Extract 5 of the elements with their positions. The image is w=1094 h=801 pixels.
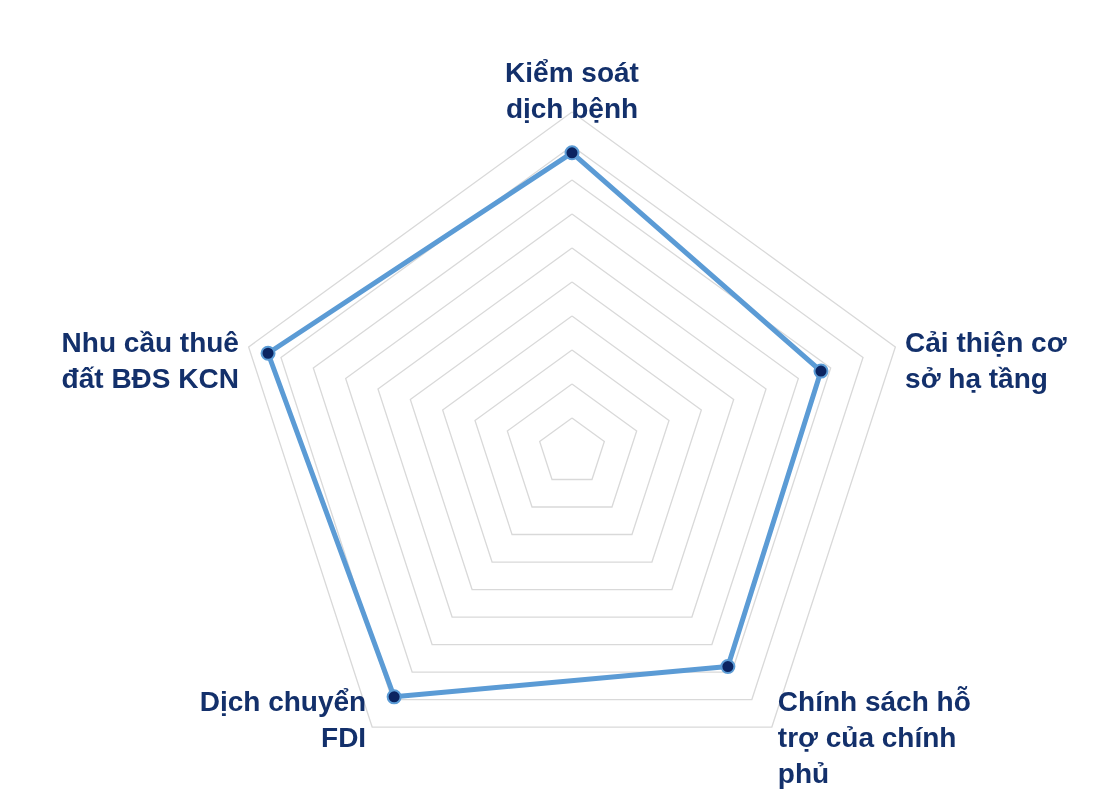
- spoke-label: Cải thiện cơ sở hạ tầng: [905, 326, 1067, 394]
- spoke-label: Kiểm soát dịch bệnh: [505, 57, 639, 125]
- spoke-label: Dịch chuyển FDI: [199, 685, 367, 753]
- spoke-label: Nhu cầu thuê đất BĐS KCN: [61, 326, 239, 394]
- spoke-label: Chính sách hỗ trợ của chính phủ: [777, 685, 971, 789]
